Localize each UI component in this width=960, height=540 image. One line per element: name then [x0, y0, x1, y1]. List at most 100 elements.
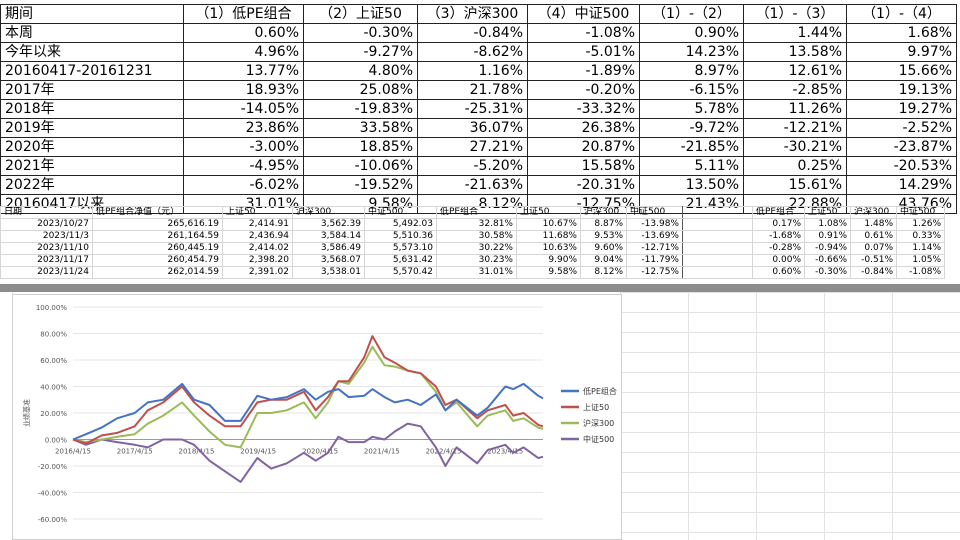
daily-cell[interactable]: 1.14%: [896, 242, 945, 255]
daily-cell[interactable]: -13.69%: [626, 230, 683, 243]
summary-cell[interactable]: 12.61%: [743, 61, 847, 81]
daily-cell[interactable]: 30.23%: [436, 254, 517, 267]
summary-cell[interactable]: 14.29%: [846, 175, 957, 195]
daily-cell[interactable]: 3,584.14: [292, 230, 365, 243]
daily-cell[interactable]: -0.66%: [804, 254, 851, 267]
daily-cell[interactable]: 10.63%: [516, 242, 581, 255]
daily-cell[interactable]: 261,164.59: [92, 230, 223, 243]
summary-cell[interactable]: 20160417-20161231: [0, 61, 184, 81]
daily-cell[interactable]: [682, 218, 753, 231]
daily-cell[interactable]: [682, 206, 753, 219]
daily-cell[interactable]: -0.94%: [804, 242, 851, 255]
summary-cell[interactable]: -21.85%: [639, 137, 744, 157]
summary-cell[interactable]: 1.68%: [846, 23, 957, 43]
daily-cell[interactable]: -0.51%: [850, 254, 897, 267]
daily-cell[interactable]: 8.87%: [580, 218, 627, 231]
daily-cell[interactable]: 0.91%: [804, 230, 851, 243]
daily-cell[interactable]: 3,538.01: [292, 266, 365, 279]
summary-cell[interactable]: （1）低PE组合: [183, 4, 304, 24]
summary-cell[interactable]: -9.27%: [303, 42, 418, 62]
summary-cell[interactable]: -30.21%: [743, 137, 847, 157]
summary-cell[interactable]: 18.93%: [183, 80, 304, 100]
daily-cell[interactable]: 11.68%: [516, 230, 581, 243]
summary-cell[interactable]: 9.97%: [846, 42, 957, 62]
summary-cell[interactable]: -19.83%: [303, 99, 418, 119]
summary-cell[interactable]: （2）上证50: [303, 4, 418, 24]
daily-cell[interactable]: 9.04%: [580, 254, 627, 267]
summary-cell[interactable]: 本周: [0, 23, 184, 43]
daily-cell[interactable]: -12.71%: [626, 242, 683, 255]
daily-cell[interactable]: 2023/11/3: [0, 230, 93, 243]
daily-cell[interactable]: 31.01%: [436, 266, 517, 279]
daily-cell[interactable]: 日期: [0, 206, 93, 219]
summary-cell[interactable]: 19.13%: [846, 80, 957, 100]
summary-cell[interactable]: 2022年: [0, 175, 184, 195]
daily-cell[interactable]: 低PE组合净值（元）: [92, 206, 223, 219]
summary-cell[interactable]: -10.06%: [303, 156, 418, 176]
daily-cell[interactable]: 262,014.59: [92, 266, 223, 279]
performance-chart[interactable]: -60.00% -40.00% -20.00% 0.00% 20.00% 40.00% 60…: [12, 294, 622, 540]
summary-cell[interactable]: （1）-（2）: [639, 4, 744, 24]
summary-cell[interactable]: 2018年: [0, 99, 184, 119]
daily-cell[interactable]: 0.17%: [752, 218, 805, 231]
summary-cell[interactable]: -3.00%: [183, 137, 304, 157]
daily-cell[interactable]: 2,414.02: [222, 242, 293, 255]
summary-cell[interactable]: 33.58%: [303, 118, 418, 138]
daily-cell[interactable]: 0.60%: [752, 266, 805, 279]
summary-cell[interactable]: -2.52%: [846, 118, 957, 138]
summary-cell[interactable]: 18.85%: [303, 137, 418, 157]
summary-cell[interactable]: -12.21%: [743, 118, 847, 138]
summary-cell[interactable]: -5.20%: [417, 156, 528, 176]
daily-cell[interactable]: -11.79%: [626, 254, 683, 267]
daily-cell[interactable]: 中证500: [896, 206, 945, 219]
daily-cell[interactable]: -1.68%: [752, 230, 805, 243]
daily-cell[interactable]: 5,631.42: [364, 254, 437, 267]
summary-cell[interactable]: -1.08%: [527, 23, 640, 43]
summary-cell[interactable]: -4.95%: [183, 156, 304, 176]
daily-cell[interactable]: -12.75%: [626, 266, 683, 279]
daily-cell[interactable]: [682, 254, 753, 267]
daily-cell[interactable]: -13.98%: [626, 218, 683, 231]
daily-cell[interactable]: 2,436.94: [222, 230, 293, 243]
daily-cell[interactable]: 9.53%: [580, 230, 627, 243]
daily-cell[interactable]: 0.00%: [752, 254, 805, 267]
summary-cell[interactable]: -25.31%: [417, 99, 528, 119]
daily-cell[interactable]: 5,573.10: [364, 242, 437, 255]
summary-cell[interactable]: -14.05%: [183, 99, 304, 119]
summary-cell[interactable]: （4）中证500: [527, 4, 640, 24]
daily-cell[interactable]: 260,454.79: [92, 254, 223, 267]
daily-cell[interactable]: 3,586.49: [292, 242, 365, 255]
daily-cell[interactable]: [682, 230, 753, 243]
daily-cell[interactable]: 沪深300: [580, 206, 627, 219]
summary-cell[interactable]: 今年以来: [0, 42, 184, 62]
summary-cell[interactable]: 4.96%: [183, 42, 304, 62]
summary-cell[interactable]: 14.23%: [639, 42, 744, 62]
summary-cell[interactable]: 13.50%: [639, 175, 744, 195]
daily-cell[interactable]: 30.22%: [436, 242, 517, 255]
daily-cell[interactable]: 2,414.91: [222, 218, 293, 231]
daily-cell[interactable]: -1.08%: [896, 266, 945, 279]
daily-cell[interactable]: -0.84%: [850, 266, 897, 279]
daily-cell[interactable]: 1.05%: [896, 254, 945, 267]
daily-cell[interactable]: 低PE组合: [436, 206, 517, 219]
summary-cell[interactable]: -0.20%: [527, 80, 640, 100]
daily-cell[interactable]: 2,398.20: [222, 254, 293, 267]
daily-cell[interactable]: 中证500: [364, 206, 437, 219]
summary-cell[interactable]: 2019年: [0, 118, 184, 138]
summary-cell[interactable]: 11.26%: [743, 99, 847, 119]
summary-cell[interactable]: 15.61%: [743, 175, 847, 195]
daily-cell[interactable]: [682, 266, 753, 279]
summary-cell[interactable]: 2020年: [0, 137, 184, 157]
daily-cell[interactable]: 1.26%: [896, 218, 945, 231]
summary-cell[interactable]: -19.52%: [303, 175, 418, 195]
daily-cell[interactable]: -0.30%: [804, 266, 851, 279]
daily-cell[interactable]: 8.12%: [580, 266, 627, 279]
daily-cell[interactable]: -0.28%: [752, 242, 805, 255]
daily-cell[interactable]: 5,510.36: [364, 230, 437, 243]
summary-cell[interactable]: 27.21%: [417, 137, 528, 157]
summary-cell[interactable]: 23.86%: [183, 118, 304, 138]
daily-cell[interactable]: 32.81%: [436, 218, 517, 231]
summary-cell[interactable]: 0.90%: [639, 23, 744, 43]
summary-cell[interactable]: （1）-（3）: [743, 4, 847, 24]
daily-cell[interactable]: 9.60%: [580, 242, 627, 255]
